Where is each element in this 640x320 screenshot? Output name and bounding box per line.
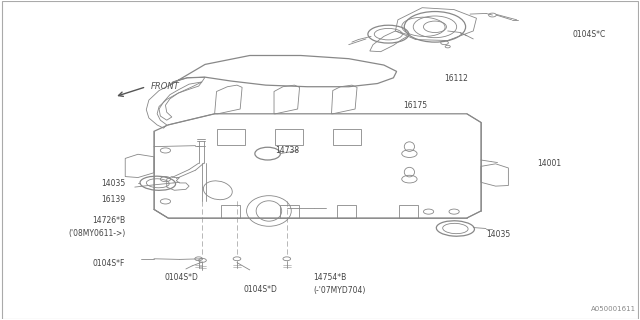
Text: 16175: 16175: [403, 101, 427, 110]
Text: 0104S*D: 0104S*D: [243, 284, 277, 293]
Text: 0104S*D: 0104S*D: [164, 273, 198, 282]
Text: 14754*B: 14754*B: [314, 273, 347, 282]
Text: 14738: 14738: [275, 146, 300, 155]
Text: FRONT: FRONT: [151, 82, 179, 91]
Text: 14001: 14001: [537, 159, 561, 168]
Text: 0104S*C: 0104S*C: [572, 30, 605, 39]
Text: 14035: 14035: [486, 230, 510, 239]
Text: 14726*B: 14726*B: [92, 216, 125, 225]
Text: 16112: 16112: [445, 74, 468, 83]
Text: 0104S*F: 0104S*F: [93, 259, 125, 268]
Text: A050001611: A050001611: [591, 306, 636, 312]
Text: ('08MY0611->): ('08MY0611->): [68, 229, 125, 238]
Text: 14035: 14035: [101, 180, 125, 188]
Text: 16139: 16139: [101, 195, 125, 204]
Text: (-'07MYD704): (-'07MYD704): [314, 286, 366, 295]
